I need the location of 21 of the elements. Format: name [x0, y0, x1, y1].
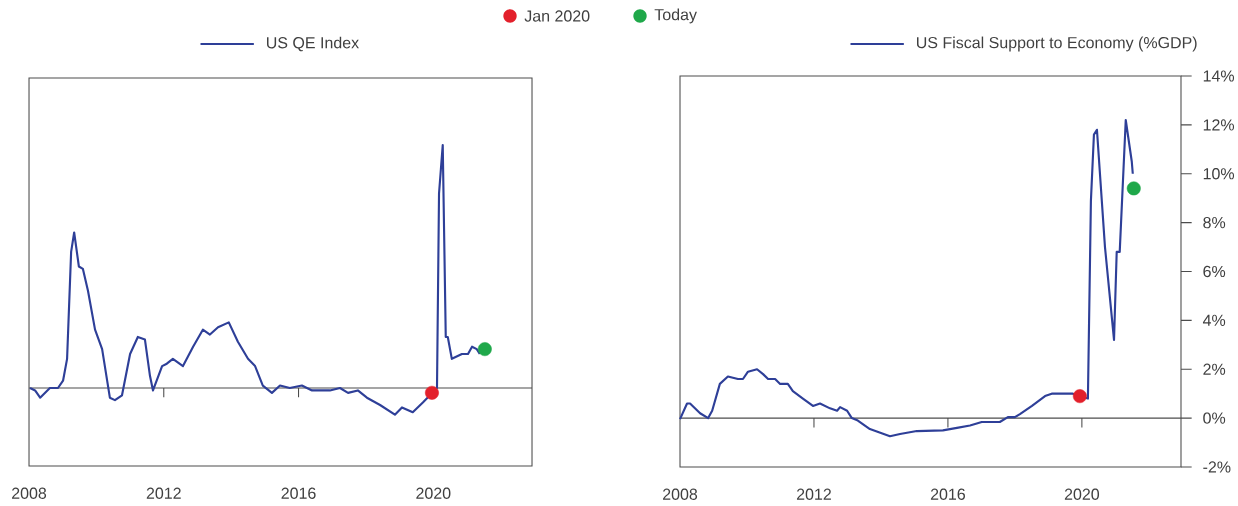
legend-label: US QE Index: [267, 36, 359, 52]
x-tick-label: 2008: [12, 487, 47, 499]
y-tick-label: 12%: [1203, 119, 1235, 131]
y-tick-label: 10%: [1203, 168, 1235, 180]
legend-label: US Fiscal Support to Economy (%GDP): [917, 36, 1197, 52]
y-tick-label: 8%: [1203, 216, 1226, 229]
legend-label: Today: [654, 8, 697, 24]
y-tick-label: -2%: [1203, 461, 1231, 473]
x-tick-label: 2008: [663, 488, 698, 500]
x-tick-label: 2016: [281, 487, 316, 499]
x-tick-label: 2012: [796, 488, 831, 500]
x-tick-label: 2012: [146, 487, 181, 499]
x-tick-label: 2020: [416, 487, 451, 499]
x-tick-label: 2020: [1064, 488, 1100, 500]
y-tick-label: 2%: [1203, 363, 1226, 375]
y-tick-label: 6%: [1203, 265, 1226, 278]
x-tick-label: 2016: [930, 488, 966, 500]
y-tick-label: 0%: [1203, 412, 1226, 424]
legend-label: Jan 2020: [524, 10, 590, 22]
y-tick-label: 14%: [1203, 70, 1235, 82]
y-tick-label: 4%: [1202, 314, 1226, 326]
